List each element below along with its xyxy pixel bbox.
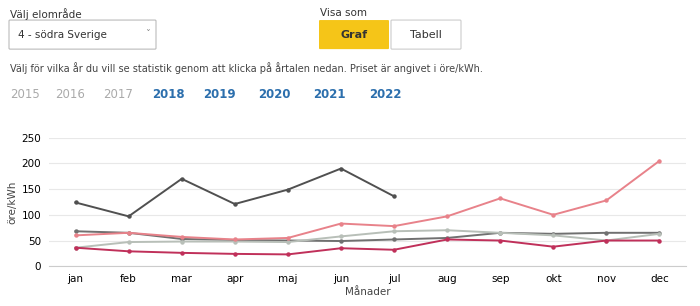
Text: 2018: 2018	[152, 88, 185, 101]
Text: ˇ: ˇ	[145, 30, 150, 40]
Text: Tabell: Tabell	[410, 30, 442, 40]
Text: 2015: 2015	[10, 88, 40, 101]
FancyBboxPatch shape	[9, 20, 156, 49]
Y-axis label: öre/kWh: öre/kWh	[8, 180, 18, 224]
Text: 2020: 2020	[258, 88, 290, 101]
FancyBboxPatch shape	[319, 20, 389, 49]
Text: Välj för vilka år du vill se statistik genom att klicka på årtalen nedan. Priset: Välj för vilka år du vill se statistik g…	[10, 62, 483, 74]
Text: 2021: 2021	[313, 88, 346, 101]
Text: Graf: Graf	[340, 30, 368, 40]
Text: Välj elområde: Välj elområde	[10, 8, 82, 20]
Text: 2022: 2022	[369, 88, 402, 101]
X-axis label: Månader: Månader	[344, 287, 391, 297]
FancyBboxPatch shape	[391, 20, 461, 49]
Text: 4 - södra Sverige: 4 - södra Sverige	[18, 30, 107, 40]
Text: 2019: 2019	[203, 88, 236, 101]
Text: 2017: 2017	[103, 88, 133, 101]
Text: 2016: 2016	[55, 88, 85, 101]
Text: Visa som: Visa som	[320, 8, 367, 18]
